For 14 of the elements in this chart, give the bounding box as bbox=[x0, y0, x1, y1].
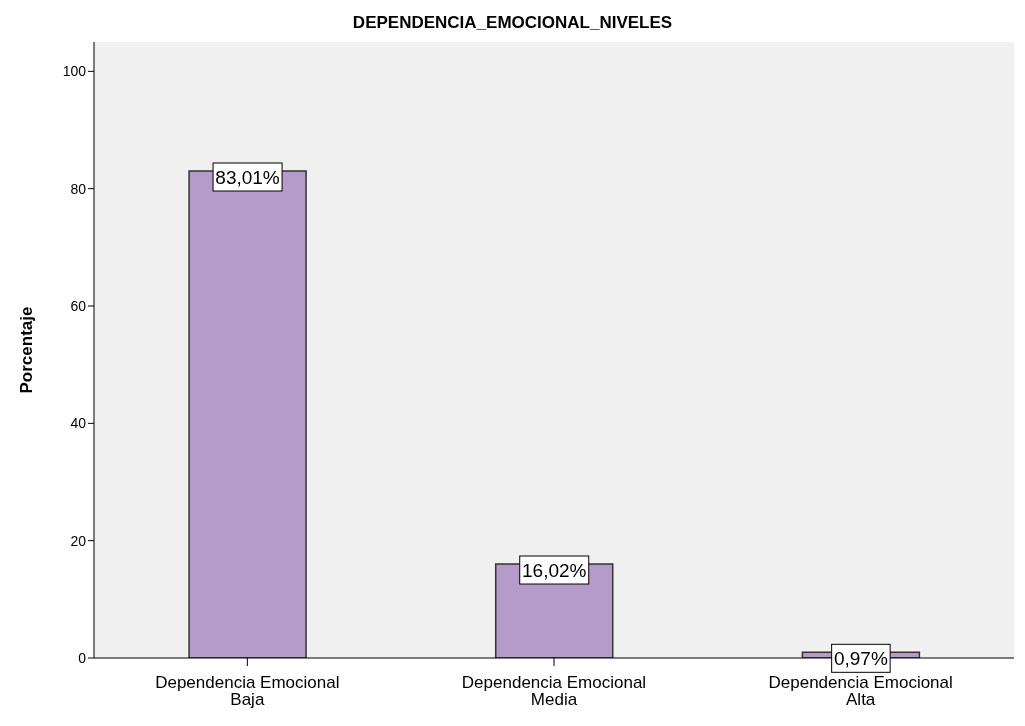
data-label: 0,97% bbox=[833, 648, 888, 670]
y-tick-label: 40 bbox=[70, 415, 87, 432]
y-axis-title: Porcentaje bbox=[17, 306, 37, 394]
y-tick-label: 80 bbox=[70, 180, 87, 197]
y-tick-label: 100 bbox=[62, 63, 87, 80]
data-label: 83,01% bbox=[215, 167, 280, 189]
x-tick-label: Dependencia Emocional Alta bbox=[768, 673, 953, 709]
x-tick-label: Dependencia Emocional Media bbox=[461, 673, 647, 709]
y-tick-label: 20 bbox=[70, 532, 87, 549]
y-tick-label: 60 bbox=[70, 297, 87, 314]
y-tick-label: 0 bbox=[78, 649, 87, 666]
x-tick-label: Dependencia Emocional Baja bbox=[155, 673, 340, 709]
data-label: 16,02% bbox=[522, 560, 587, 582]
chart-title: DEPENDENCIA_EMOCIONAL_NIVELES bbox=[351, 12, 674, 34]
